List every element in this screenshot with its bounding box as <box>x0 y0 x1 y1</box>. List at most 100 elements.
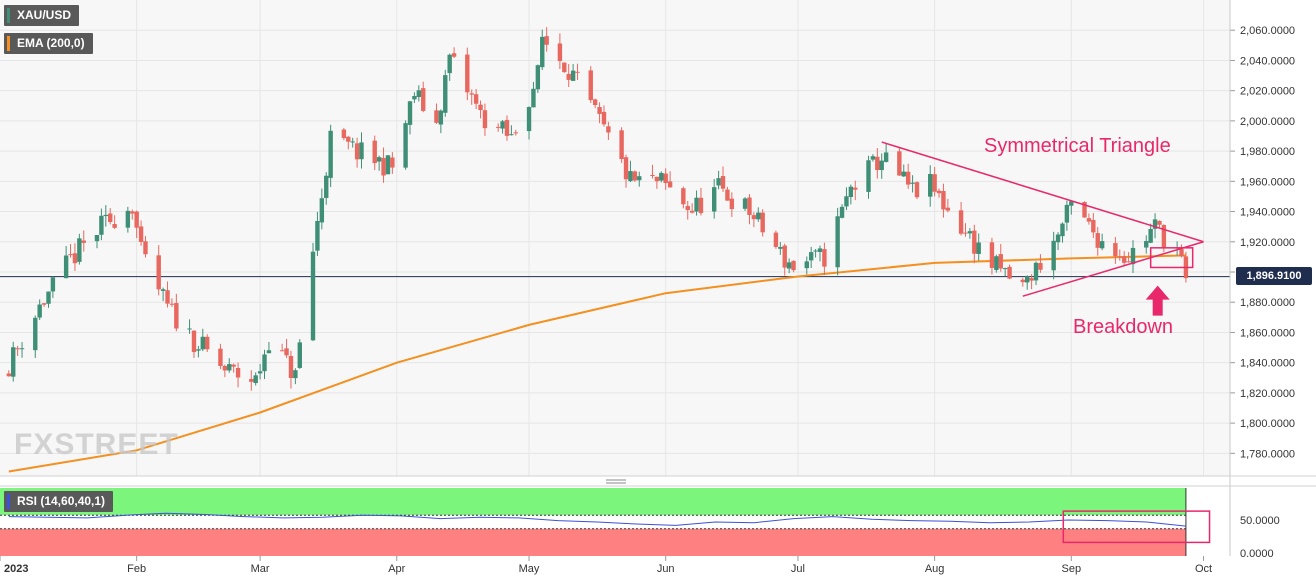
candle-body <box>315 220 320 251</box>
candle <box>535 64 541 93</box>
candle <box>253 372 258 386</box>
candle-body <box>143 241 148 255</box>
candle <box>1126 252 1131 263</box>
triangle-group <box>881 141 1204 316</box>
candle <box>421 81 426 113</box>
candle-body <box>447 54 452 74</box>
candle-body <box>103 214 109 217</box>
candle <box>81 230 86 252</box>
candle <box>1002 267 1008 277</box>
candle-body <box>853 187 858 190</box>
candle <box>443 69 448 117</box>
candle-body <box>1007 266 1012 279</box>
candle <box>222 364 228 378</box>
instrument-tag[interactable]: XAU/USD <box>4 5 80 26</box>
candle-body <box>623 157 629 180</box>
grid <box>0 0 1230 476</box>
candle-body <box>725 189 730 201</box>
candle <box>482 103 488 136</box>
candle <box>33 315 38 358</box>
candle-body <box>94 235 100 242</box>
candle-body <box>473 94 479 104</box>
candle <box>972 224 977 264</box>
candle-body <box>77 238 82 262</box>
instrument-color-swatch <box>7 8 10 23</box>
candle <box>37 299 42 321</box>
x-tick-label: Aug <box>925 563 945 575</box>
candle <box>786 258 792 274</box>
candle-body <box>11 347 16 377</box>
rsi-tag[interactable]: RSI (14,60,40,1) <box>4 491 114 512</box>
candle <box>50 276 56 298</box>
candle <box>725 186 730 201</box>
candle-body <box>310 251 316 341</box>
candle-body <box>588 70 593 101</box>
candle <box>341 127 347 141</box>
candle <box>231 363 236 373</box>
candle <box>570 63 576 82</box>
candle <box>495 123 501 132</box>
candle <box>716 170 721 190</box>
candle <box>187 319 192 334</box>
candle-body <box>63 255 69 279</box>
candle-body <box>742 198 748 209</box>
candle-body <box>628 171 633 182</box>
candle <box>1157 220 1162 228</box>
candle-body <box>720 176 726 189</box>
watermark: FXSTREET <box>14 428 179 461</box>
candle <box>1117 249 1122 261</box>
candle <box>936 188 942 198</box>
candle-body <box>354 143 360 160</box>
candle <box>138 220 144 246</box>
candle <box>685 200 690 220</box>
y-tick-label: 1,960.0000 <box>1240 176 1295 188</box>
candle <box>747 194 752 225</box>
candle-body <box>1121 256 1127 263</box>
candle <box>112 215 117 230</box>
candle <box>667 171 673 188</box>
candle <box>297 339 302 369</box>
candle-body <box>535 65 541 90</box>
candle <box>99 208 104 241</box>
current-price-tag: 1,896.9100 <box>1236 267 1312 285</box>
candle <box>156 245 161 296</box>
rsi-panel <box>0 488 1230 556</box>
candle <box>1113 237 1118 264</box>
ema-tag[interactable]: EMA (200,0) <box>4 33 93 54</box>
candle-body <box>33 317 38 351</box>
candle <box>1121 251 1127 267</box>
candle-body <box>760 212 765 233</box>
candle <box>1025 275 1030 290</box>
candle-body <box>910 182 915 184</box>
candle-body <box>1051 240 1056 271</box>
candle <box>354 137 360 168</box>
candle <box>11 341 16 382</box>
candle <box>346 135 351 150</box>
candle <box>1091 212 1096 238</box>
candle <box>465 47 470 101</box>
rsi-oversold-zone <box>0 528 1186 556</box>
candle <box>324 172 329 205</box>
candle <box>1055 232 1061 251</box>
candle-body <box>667 181 673 188</box>
candle <box>711 179 717 219</box>
candle-body <box>99 215 104 235</box>
x-tick-label: Sep <box>1062 563 1082 575</box>
candle <box>350 137 355 148</box>
candle-body <box>606 126 611 133</box>
candle-body <box>557 43 563 62</box>
triangle-lower-line <box>1022 241 1204 297</box>
x-tick-label: May <box>519 563 540 575</box>
y-tick-label: 1,880.0000 <box>1240 297 1295 309</box>
candle-body <box>407 101 413 125</box>
candle <box>249 370 254 391</box>
candle <box>1144 235 1149 254</box>
candle-body <box>19 348 25 350</box>
candle-body <box>839 206 845 218</box>
candle-body <box>729 198 735 210</box>
candle-body <box>134 211 139 228</box>
candle-body <box>945 207 951 211</box>
resize-grip-icon[interactable] <box>606 479 626 484</box>
candle <box>998 243 1003 272</box>
candle-body <box>544 36 549 45</box>
